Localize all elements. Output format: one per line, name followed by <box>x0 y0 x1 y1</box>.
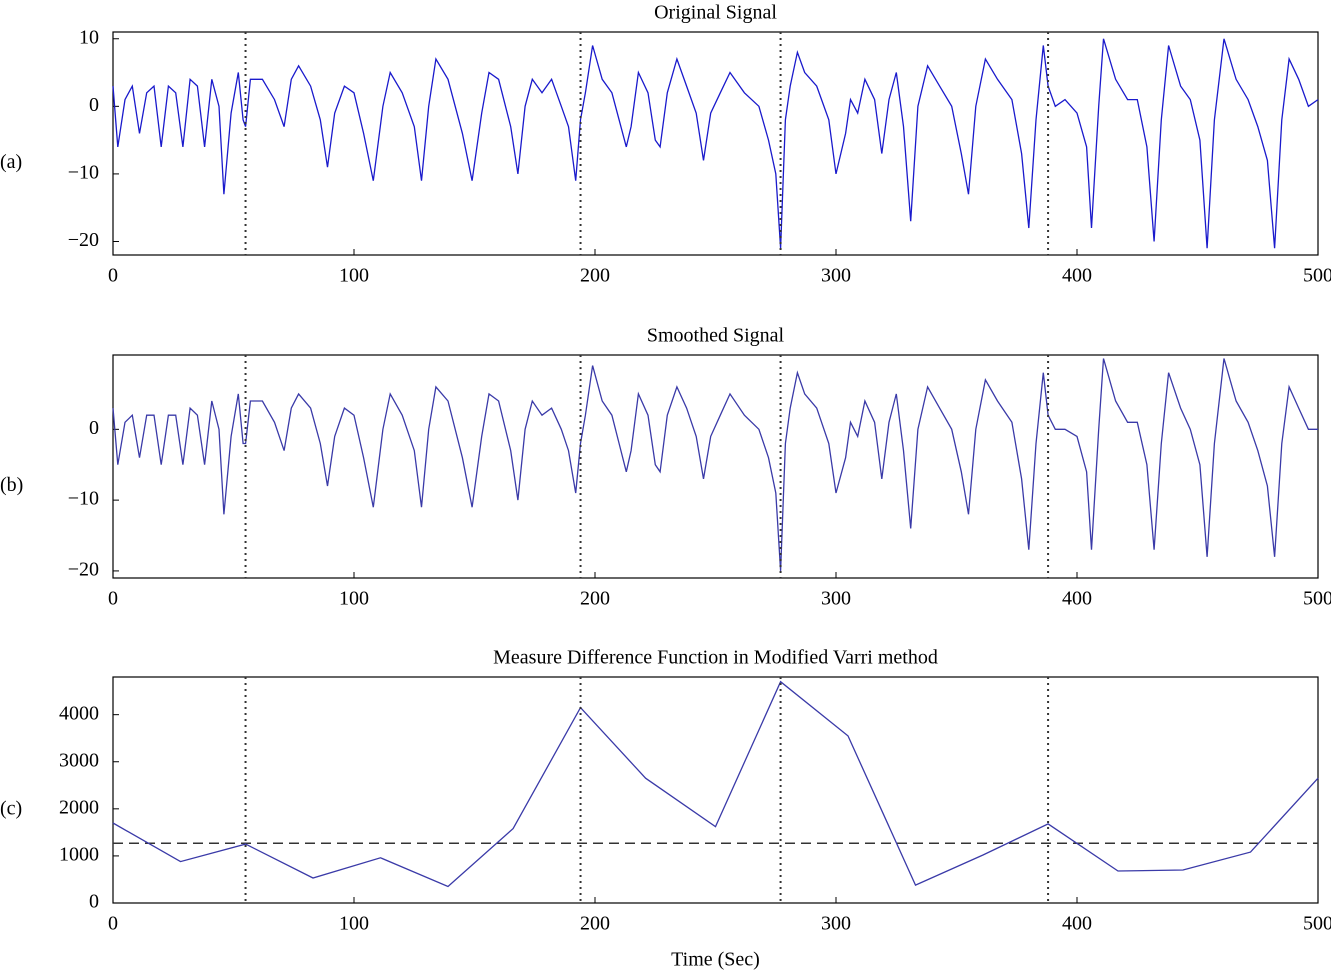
x-tick-label: 300 <box>821 913 851 935</box>
plot-frame <box>112 31 1319 256</box>
x-axis-label: Time (Sec) <box>671 949 760 971</box>
panel-label: (b) <box>0 474 23 496</box>
x-tick-label: 0 <box>108 265 118 287</box>
y-tick-label: 0 <box>89 94 99 116</box>
y-tick-label: 1000 <box>59 844 99 866</box>
x-tick-label: 300 <box>821 265 851 287</box>
x-tick-label: 400 <box>1062 588 1092 610</box>
y-tick-label: 0 <box>89 891 99 913</box>
x-tick-label: 500 <box>1303 588 1331 610</box>
plot-frame <box>112 354 1319 579</box>
y-tick-label: −20 <box>68 559 99 581</box>
x-tick-label: 300 <box>821 588 851 610</box>
x-tick-label: 0 <box>108 588 118 610</box>
x-tick-label: 400 <box>1062 913 1092 935</box>
y-tick-label: 2000 <box>59 796 99 818</box>
x-tick-label: 200 <box>580 265 610 287</box>
chart-title: Smoothed Signal <box>647 325 785 347</box>
x-tick-label: 400 <box>1062 265 1092 287</box>
plot-frame <box>112 676 1319 904</box>
chart-title: Original Signal <box>654 2 777 24</box>
panel-label: (a) <box>0 151 22 173</box>
y-tick-label: 3000 <box>59 749 99 771</box>
y-tick-label: −10 <box>68 488 99 510</box>
y-tick-label: 10 <box>79 26 99 48</box>
signal-line <box>112 38 1319 249</box>
y-tick-label: 0 <box>89 417 99 439</box>
y-tick-label: −20 <box>68 229 99 251</box>
x-tick-label: 100 <box>339 265 369 287</box>
x-tick-label: 0 <box>108 913 118 935</box>
panel-label: (c) <box>0 798 22 820</box>
y-tick-label: −10 <box>68 162 99 184</box>
x-tick-label: 100 <box>339 588 369 610</box>
signal-line <box>112 358 1318 571</box>
signal-line <box>112 680 1319 888</box>
x-tick-label: 200 <box>580 588 610 610</box>
x-tick-label: 500 <box>1303 265 1331 287</box>
x-tick-label: 100 <box>339 913 369 935</box>
y-tick-label: 4000 <box>59 702 99 724</box>
x-tick-label: 200 <box>580 913 610 935</box>
chart-title: Measure Difference Function in Modified … <box>493 647 938 669</box>
x-tick-label: 500 <box>1303 913 1331 935</box>
